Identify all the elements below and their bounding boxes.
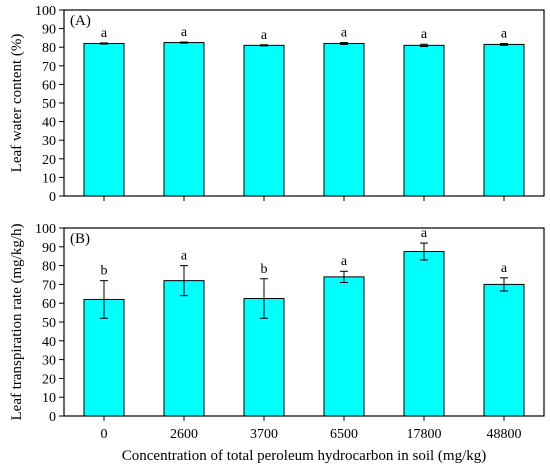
x-tick-label: 6500 xyxy=(330,427,358,442)
y-tick-label: 60 xyxy=(42,78,56,93)
plot-frame xyxy=(63,227,545,417)
bar xyxy=(163,42,205,197)
y-tick-label: 30 xyxy=(42,134,56,149)
y-tick-label: 0 xyxy=(49,410,56,425)
bar xyxy=(323,42,365,197)
y-tick-label: 70 xyxy=(42,278,56,293)
significance-label: a xyxy=(101,26,108,41)
bar xyxy=(403,44,445,197)
significance-label: a xyxy=(501,261,508,276)
y-tick-label: 70 xyxy=(42,60,56,75)
y-tick-label: 40 xyxy=(42,335,56,350)
y-tick-label: 30 xyxy=(42,354,56,369)
y-tick-label: 10 xyxy=(42,391,56,406)
significance-label: a xyxy=(181,249,188,264)
x-tick-label: 48800 xyxy=(487,427,522,442)
panel-b: 0 10 20 30 40 50 60 70 80 90 100 Leaf transpiration… xyxy=(9,222,545,442)
y-tick-label: 20 xyxy=(42,372,56,387)
bar xyxy=(83,298,125,417)
bar xyxy=(163,280,205,417)
y-tick-label: 40 xyxy=(42,116,56,131)
bar xyxy=(483,283,525,417)
plot-frame xyxy=(63,9,545,197)
y-tick-label: 60 xyxy=(42,297,56,312)
significance-label: a xyxy=(341,254,348,269)
bar xyxy=(83,42,125,197)
significance-label: a xyxy=(261,28,268,43)
bar xyxy=(403,251,445,417)
significance-label: a xyxy=(421,226,428,241)
panel-label: (B) xyxy=(70,231,90,247)
y-tick-label: 100 xyxy=(35,4,56,19)
significance-label: b xyxy=(101,264,108,279)
y-tick-label: 80 xyxy=(42,41,56,56)
y-tick-label: 50 xyxy=(42,316,56,331)
x-tick-label: 2600 xyxy=(170,427,198,442)
y-axis-label: Leaf transpiration rate (mg/kg/h) xyxy=(9,223,25,420)
y-tick-label: 0 xyxy=(49,190,56,205)
panel-label: (A) xyxy=(70,13,91,29)
bar xyxy=(323,276,365,417)
y-tick-label: 50 xyxy=(42,97,56,112)
panel-a: 0 10 20 30 40 50 60 70 80 90 100 Leaf water content… xyxy=(9,4,545,205)
x-tick-label: 0 xyxy=(101,427,108,442)
y-tick-label: 80 xyxy=(42,260,56,275)
y-tick-label: 20 xyxy=(42,153,56,168)
bar xyxy=(483,43,525,197)
significance-label: a xyxy=(501,26,508,41)
bar xyxy=(243,44,285,197)
y-tick-label: 90 xyxy=(42,241,56,256)
y-tick-label: 90 xyxy=(42,23,56,38)
x-axis-title: Concentration of total peroleum hydrocar… xyxy=(122,448,487,464)
significance-label: a xyxy=(421,27,428,42)
significance-label: a xyxy=(181,25,188,40)
significance-label: a xyxy=(341,26,348,41)
y-axis-label: Leaf water content (%) xyxy=(9,34,25,173)
y-tick-label: 10 xyxy=(42,171,56,186)
y-tick-label: 100 xyxy=(35,222,56,237)
x-tick-label: 17800 xyxy=(407,427,442,442)
significance-label: b xyxy=(261,262,268,277)
x-tick-label: 3700 xyxy=(250,427,278,442)
